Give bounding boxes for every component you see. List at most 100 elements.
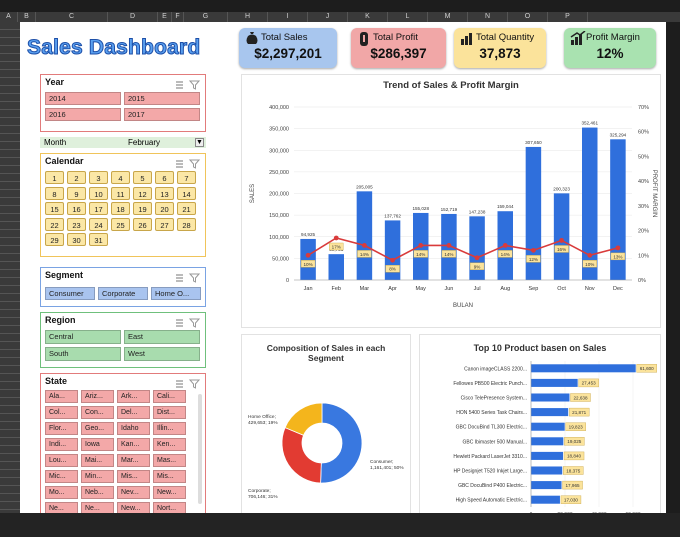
calendar-day-tile[interactable]: 3 — [89, 171, 108, 184]
row-header[interactable] — [0, 502, 20, 510]
calendar-day-tile[interactable]: 16 — [67, 202, 86, 215]
row-header[interactable] — [0, 190, 20, 198]
state-tile[interactable]: Lou... — [45, 454, 78, 467]
region-east-tile[interactable]: East — [124, 330, 200, 344]
state-tile[interactable]: Mis... — [117, 470, 150, 483]
calendar-day-tile[interactable]: 8 — [45, 186, 64, 200]
calendar-day-tile[interactable]: 27 — [155, 217, 174, 231]
row-header[interactable] — [0, 222, 20, 230]
row-header[interactable] — [0, 494, 20, 502]
row-header[interactable] — [0, 158, 20, 166]
calendar-day-tile[interactable]: 31 — [89, 233, 108, 246]
row-header[interactable] — [0, 406, 20, 414]
calendar-day-tile[interactable]: 22 — [45, 217, 64, 231]
row-header[interactable] — [0, 70, 20, 78]
row-header[interactable] — [0, 22, 20, 30]
state-tile[interactable]: Geo... — [81, 422, 114, 435]
state-tile[interactable]: Col... — [45, 406, 78, 419]
calendar-day-tile[interactable]: 5 — [133, 171, 152, 184]
state-tile[interactable]: Min... — [81, 470, 114, 483]
calendar-day-tile[interactable]: 30 — [67, 233, 86, 246]
column-header-f[interactable]: F — [172, 12, 184, 22]
row-header[interactable] — [0, 486, 20, 494]
state-tile[interactable]: New... — [153, 486, 186, 499]
year-2014-tile[interactable]: 2014 — [45, 92, 121, 105]
row-header[interactable] — [0, 462, 20, 470]
state-tile[interactable]: Mas... — [153, 454, 186, 467]
calendar-day-tile[interactable]: 4 — [111, 171, 130, 184]
state-tile[interactable]: Mar... — [117, 454, 150, 467]
row-header[interactable] — [0, 78, 20, 86]
row-header[interactable] — [0, 230, 20, 238]
column-header-j[interactable]: J — [308, 12, 348, 22]
state-tile[interactable]: Ne... — [81, 502, 114, 513]
year-2016-tile[interactable]: 2016 — [45, 108, 121, 121]
calendar-day-tile[interactable]: 1 — [45, 171, 64, 184]
column-header-n[interactable]: N — [468, 12, 508, 22]
calendar-day-tile[interactable]: 14 — [177, 186, 196, 200]
row-header[interactable] — [0, 374, 20, 382]
calendar-day-tile[interactable]: 9 — [67, 186, 86, 200]
region-central-tile[interactable]: Central — [45, 330, 121, 344]
row-header[interactable] — [0, 366, 20, 374]
state-tile[interactable]: Illin... — [153, 422, 186, 435]
row-header[interactable] — [0, 446, 20, 454]
state-tile[interactable]: Mic... — [45, 470, 78, 483]
calendar-day-tile[interactable]: 25 — [111, 217, 130, 231]
state-tile[interactable]: Del... — [117, 406, 150, 419]
state-tile[interactable]: Nort... — [153, 502, 186, 513]
calendar-day-tile[interactable]: 12 — [133, 186, 152, 200]
row-header[interactable] — [0, 214, 20, 222]
calendar-day-tile[interactable]: 7 — [177, 171, 196, 184]
state-tile[interactable]: Dist... — [153, 406, 186, 419]
calendar-day-tile[interactable]: 23 — [67, 217, 86, 231]
row-header[interactable] — [0, 30, 20, 38]
row-header[interactable] — [0, 174, 20, 182]
dropdown-arrow-icon[interactable]: ▼ — [195, 138, 204, 147]
state-tile[interactable]: Cali... — [153, 390, 186, 403]
row-header[interactable] — [0, 278, 20, 286]
row-header[interactable] — [0, 38, 20, 46]
calendar-day-tile[interactable]: 10 — [89, 186, 108, 200]
row-header[interactable] — [0, 182, 20, 190]
row-header[interactable] — [0, 326, 20, 334]
row-header[interactable] — [0, 118, 20, 126]
column-header-o[interactable]: O — [508, 12, 548, 22]
year-2015-tile[interactable]: 2015 — [124, 92, 200, 105]
region-south-tile[interactable]: South — [45, 347, 121, 361]
state-tile[interactable]: Mis... — [153, 470, 186, 483]
row-header[interactable] — [0, 206, 20, 214]
column-header-d[interactable]: D — [108, 12, 158, 22]
state-tile[interactable]: Mo... — [45, 486, 78, 499]
row-header[interactable] — [0, 166, 20, 174]
row-header[interactable] — [0, 470, 20, 478]
calendar-day-tile[interactable]: 6 — [155, 171, 174, 184]
calendar-day-tile[interactable]: 20 — [155, 202, 174, 215]
calendar-day-tile[interactable]: 28 — [177, 217, 196, 231]
row-header[interactable] — [0, 150, 20, 158]
row-header[interactable] — [0, 46, 20, 54]
clear-filter-icon[interactable] — [188, 80, 201, 90]
row-header[interactable] — [0, 270, 20, 278]
clear-filter-icon[interactable] — [188, 379, 201, 389]
calendar-day-tile[interactable]: 17 — [89, 202, 108, 215]
year-2017-tile[interactable]: 2017 — [124, 108, 200, 121]
column-header-i[interactable]: I — [268, 12, 308, 22]
calendar-day-tile[interactable]: 11 — [111, 186, 130, 200]
row-header[interactable] — [0, 294, 20, 302]
row-header[interactable] — [0, 262, 20, 270]
row-header[interactable] — [0, 350, 20, 358]
row-header[interactable] — [0, 318, 20, 326]
row-header[interactable] — [0, 286, 20, 294]
row-header[interactable] — [0, 62, 20, 70]
calendar-day-tile[interactable]: 18 — [111, 202, 130, 215]
calendar-day-tile[interactable]: 24 — [89, 217, 108, 231]
row-header[interactable] — [0, 302, 20, 310]
row-header[interactable] — [0, 102, 20, 110]
row-header[interactable] — [0, 342, 20, 350]
region-west-tile[interactable]: West — [124, 347, 200, 361]
row-header[interactable] — [0, 86, 20, 94]
calendar-day-tile[interactable]: 15 — [45, 202, 64, 215]
state-tile[interactable]: Ne... — [45, 502, 78, 513]
state-tile[interactable]: Ken... — [153, 438, 186, 451]
